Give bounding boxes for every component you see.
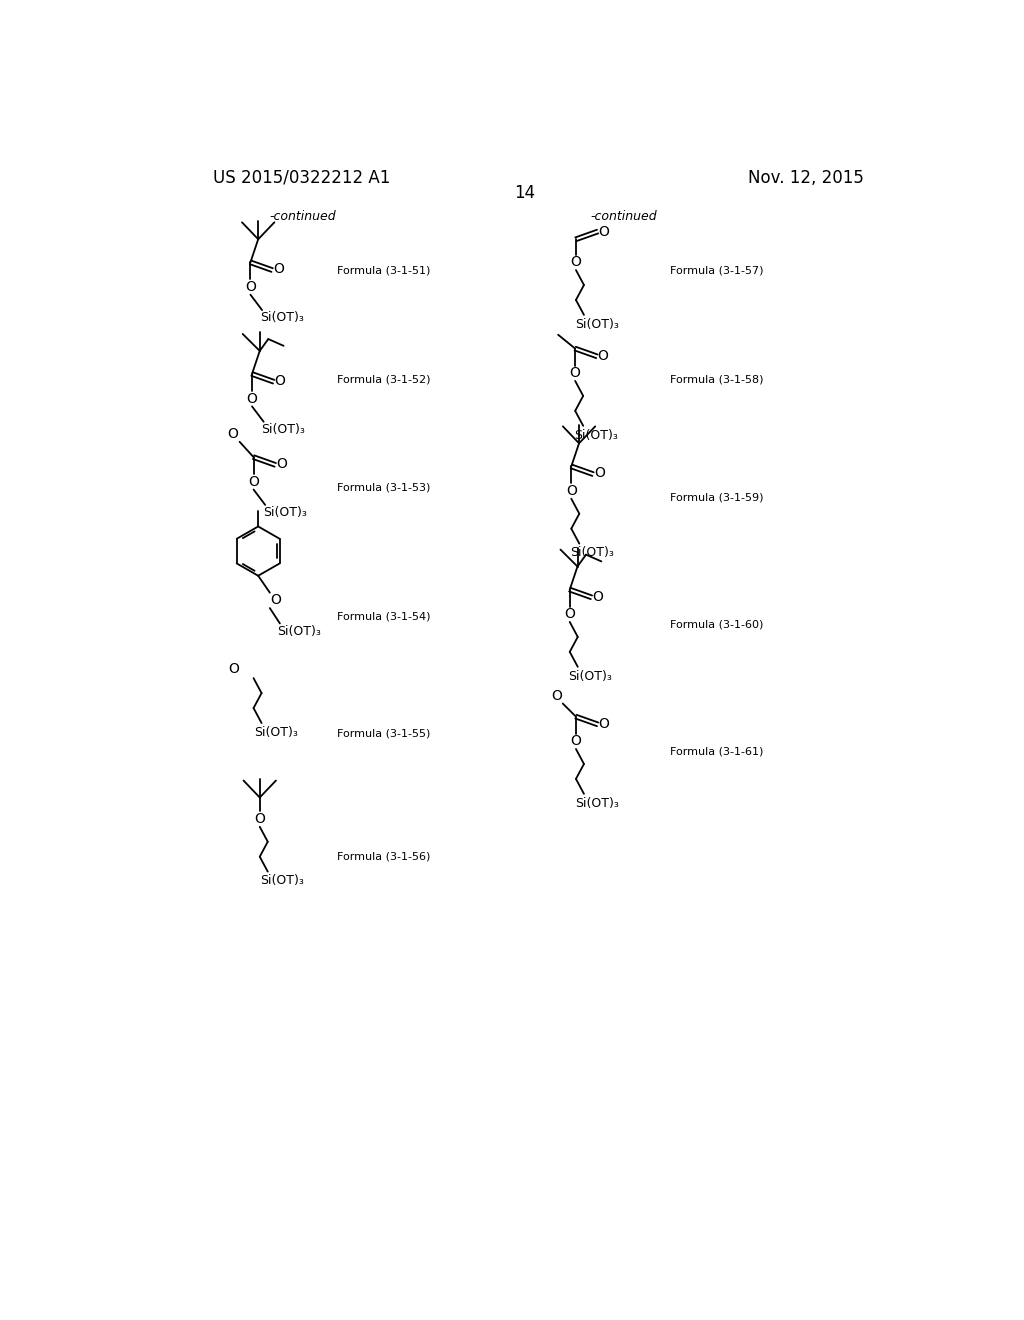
Text: O: O [566, 484, 577, 498]
Text: O: O [569, 366, 581, 380]
Text: Formula (3-1-61): Formula (3-1-61) [671, 746, 764, 756]
Text: O: O [248, 475, 259, 488]
Text: Si(OT)₃: Si(OT)₃ [574, 796, 618, 809]
Text: Si(OT)₃: Si(OT)₃ [260, 312, 304, 325]
Text: -continued: -continued [591, 210, 657, 223]
Text: O: O [228, 661, 240, 676]
Text: Si(OT)₃: Si(OT)₃ [573, 429, 617, 442]
Text: O: O [247, 392, 257, 405]
Text: Formula (3-1-52): Formula (3-1-52) [337, 375, 430, 384]
Text: Formula (3-1-55): Formula (3-1-55) [337, 729, 430, 739]
Text: Si(OT)₃: Si(OT)₃ [261, 422, 305, 436]
Text: Formula (3-1-54): Formula (3-1-54) [337, 611, 430, 622]
Text: Si(OT)₃: Si(OT)₃ [568, 669, 612, 682]
Text: O: O [564, 607, 575, 622]
Text: Si(OT)₃: Si(OT)₃ [278, 624, 322, 638]
Text: O: O [245, 280, 256, 294]
Text: Formula (3-1-56): Formula (3-1-56) [337, 851, 430, 862]
Text: Nov. 12, 2015: Nov. 12, 2015 [749, 169, 864, 186]
Text: Si(OT)₃: Si(OT)₃ [574, 318, 618, 331]
Text: O: O [273, 263, 284, 276]
Text: O: O [254, 812, 265, 826]
Text: O: O [274, 374, 286, 388]
Text: Si(OT)₃: Si(OT)₃ [254, 726, 298, 739]
Text: Si(OT)₃: Si(OT)₃ [570, 546, 613, 560]
Text: O: O [594, 466, 604, 480]
Text: Formula (3-1-53): Formula (3-1-53) [337, 482, 430, 492]
Text: 14: 14 [514, 183, 536, 202]
Text: O: O [570, 255, 582, 269]
Text: -continued: -continued [269, 210, 336, 223]
Text: Formula (3-1-60): Formula (3-1-60) [671, 619, 764, 630]
Text: O: O [598, 224, 609, 239]
Text: O: O [598, 717, 609, 730]
Text: O: O [276, 457, 287, 471]
Text: US 2015/0322212 A1: US 2015/0322212 A1 [213, 169, 390, 186]
Text: O: O [592, 590, 603, 603]
Text: Formula (3-1-51): Formula (3-1-51) [337, 265, 430, 275]
Text: Si(OT)₃: Si(OT)₃ [263, 506, 307, 519]
Text: O: O [570, 734, 582, 748]
Text: Formula (3-1-57): Formula (3-1-57) [671, 265, 764, 275]
Text: O: O [227, 428, 238, 441]
Text: Formula (3-1-59): Formula (3-1-59) [671, 492, 764, 502]
Text: Formula (3-1-58): Formula (3-1-58) [671, 375, 764, 384]
Text: O: O [598, 348, 608, 363]
Text: Si(OT)₃: Si(OT)₃ [260, 874, 304, 887]
Text: O: O [551, 689, 562, 702]
Text: O: O [269, 594, 281, 607]
